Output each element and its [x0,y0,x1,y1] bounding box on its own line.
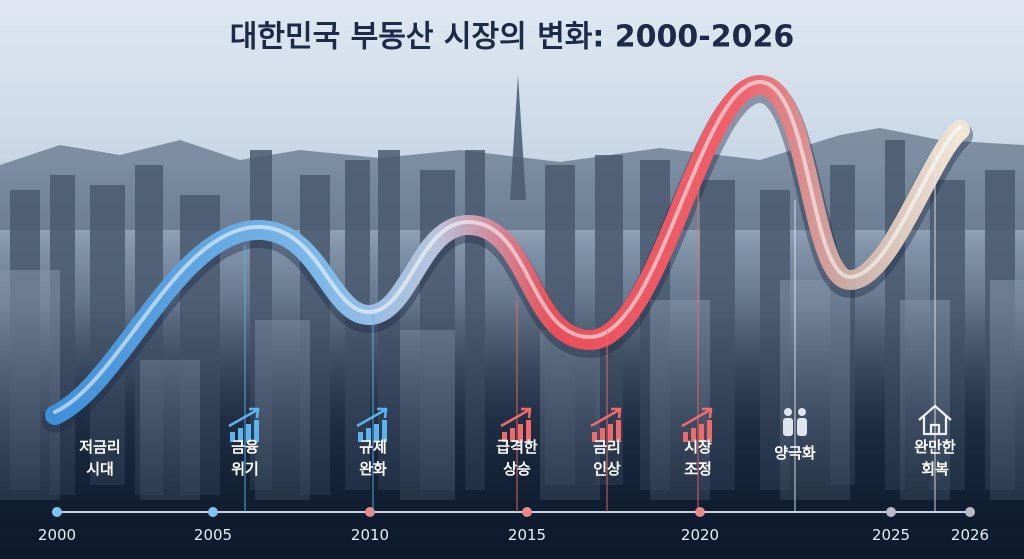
icon-bar [510,428,515,442]
event-label: 완화 [359,460,387,478]
icon-arrow [590,407,622,428]
event-label: 규제 [359,438,387,456]
icon-bar [683,432,688,442]
year-label: 2005 [194,526,232,544]
icon-house [918,404,952,436]
year-label: 2025 [872,526,910,544]
icon-bar [608,424,613,442]
icon-body [783,418,793,436]
year-label: 2000 [38,526,76,544]
event-label: 완만한 [914,438,956,456]
tick-dot [965,507,975,517]
icon-bar [699,424,704,442]
event-label: 양극화 [774,444,816,462]
event-label: 시장 [684,438,712,456]
event-label: 상승 [503,460,531,478]
icon-bar [254,420,259,442]
event-label: 위기 [231,460,259,478]
event-label: 회복 [921,460,949,478]
icon-bar [592,432,597,442]
icon-bar [246,424,251,442]
icon-bar [382,420,387,442]
tick-dot [208,507,218,517]
icon-bar [691,428,696,442]
event-label: 금융 [231,438,259,456]
icon-arrow [681,407,713,428]
tick-dot [52,507,62,517]
timeline: 2000 2005 2010 2015 2020 2025 2026저금리시대금융위기규제완… [38,150,989,544]
curve-highlight [53,79,962,414]
icon-arrow [228,407,260,428]
icon-arrow [356,407,388,428]
event-label: 인상 [593,460,621,478]
icon-head [784,408,792,416]
year-label: 2010 [351,526,389,544]
icon-bar [518,424,523,442]
icon-bar [526,420,531,442]
icon-bar [366,428,371,442]
icon-body [797,418,807,436]
icon-arrow [500,407,532,428]
event-label: 금리 [593,438,621,456]
icon-bar [616,420,621,442]
icon-bar [600,428,605,442]
title: 대한민국 부동산 시장의 변화: 2000-2026 [230,20,794,55]
icon-bar [502,432,507,442]
event-label: 저금리 [79,438,120,456]
icon-bar [374,424,379,442]
tick-dot [695,507,705,517]
event-label: 급격한 [496,438,538,456]
icon-head [798,408,806,416]
year-label: 2020 [681,526,719,544]
year-label: 2015 [508,526,546,544]
icon-bar [358,432,363,442]
icon-bar [230,432,235,442]
tick-dot [522,507,532,517]
icon-bar [238,428,243,442]
tick-dot [886,507,896,517]
year-label: 2026 [951,526,989,544]
event-label: 시대 [86,460,114,478]
icon-bar [707,420,712,442]
event-label: 조정 [684,460,712,478]
